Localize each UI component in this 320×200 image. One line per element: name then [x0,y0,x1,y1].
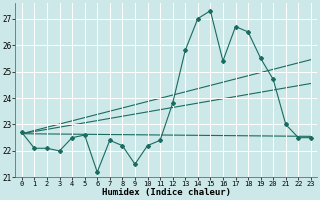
X-axis label: Humidex (Indice chaleur): Humidex (Indice chaleur) [102,188,231,197]
